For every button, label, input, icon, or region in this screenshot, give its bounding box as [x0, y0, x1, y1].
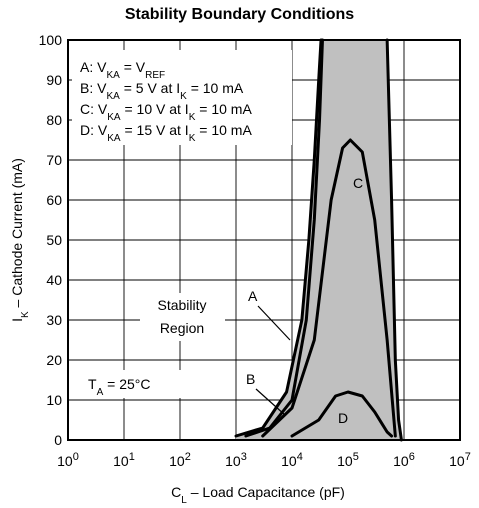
stability-region-label-bg — [140, 293, 225, 341]
x-tick-label-6: 106 — [393, 451, 415, 469]
curve-label-b-leader — [255, 388, 286, 416]
legend-item-c: C: VKA = 10 V at IK = 10 mA — [80, 101, 252, 123]
unstable-region-area — [236, 40, 402, 440]
curves — [234, 38, 403, 442]
curve-label-d: D — [338, 410, 348, 426]
x-tick-label-0: 100 — [57, 451, 79, 469]
curve-label-a: A — [248, 288, 258, 304]
y-tick-label-0: 0 — [54, 432, 62, 448]
curve-d — [290, 390, 394, 438]
axis-ticks: 100 101 102 103 104 105 106 107 0 10 20 30 40 50 60 70 8… — [39, 32, 471, 469]
x-tick-label-5: 105 — [337, 451, 359, 469]
y-tick-label-5: 50 — [46, 232, 62, 248]
y-tick-label-3: 30 — [46, 312, 62, 328]
x-tick-label-2: 102 — [169, 451, 191, 469]
curve-label-a-leader — [257, 305, 291, 341]
plot-frame — [67, 39, 461, 441]
legend-item-a: A: VKA = VREF — [80, 59, 165, 81]
temperature-label: TA = 25°C — [88, 376, 150, 398]
y-tick-label-4: 40 — [46, 272, 62, 288]
legend-box — [72, 50, 292, 145]
legend-item-b: B: VKA = 5 V at IK = 10 mA — [80, 80, 244, 102]
x-tick-label-4: 104 — [281, 451, 303, 469]
y-tick-label-9: 90 — [46, 72, 62, 88]
curve-label-b: B — [246, 371, 255, 387]
y-tick-label-7: 70 — [46, 152, 62, 168]
y-tick-label-10: 100 — [39, 32, 63, 48]
x-tick-label-7: 107 — [449, 451, 471, 469]
x-tick-label-3: 103 — [225, 451, 247, 469]
stability-region-label-line2: Region — [160, 320, 204, 336]
unstable-region-fill — [236, 40, 402, 440]
x-axis-label: CL – Load Capacitance (pF) — [171, 484, 345, 506]
curve-c — [261, 138, 397, 438]
curve-a — [234, 38, 323, 438]
legend-item-d: D: VKA = 15 V at IK = 10 mA — [80, 122, 252, 144]
curve-right-boundary — [385, 38, 403, 442]
x-tick-label-1: 101 — [113, 451, 135, 469]
chart-title: Stability Boundary Conditions — [124, 6, 355, 23]
y-tick-label-1: 10 — [46, 392, 62, 408]
y-tick-label-6: 60 — [46, 192, 62, 208]
curve-label-c: C — [353, 175, 363, 191]
y-tick-label-2: 20 — [46, 352, 62, 368]
temperature-label-bg — [78, 370, 188, 398]
y-tick-label-8: 80 — [46, 112, 62, 128]
stability-region-label-line1: Stability — [157, 297, 206, 313]
y-axis-label: IK – Cathode Current (mA) — [9, 158, 31, 322]
